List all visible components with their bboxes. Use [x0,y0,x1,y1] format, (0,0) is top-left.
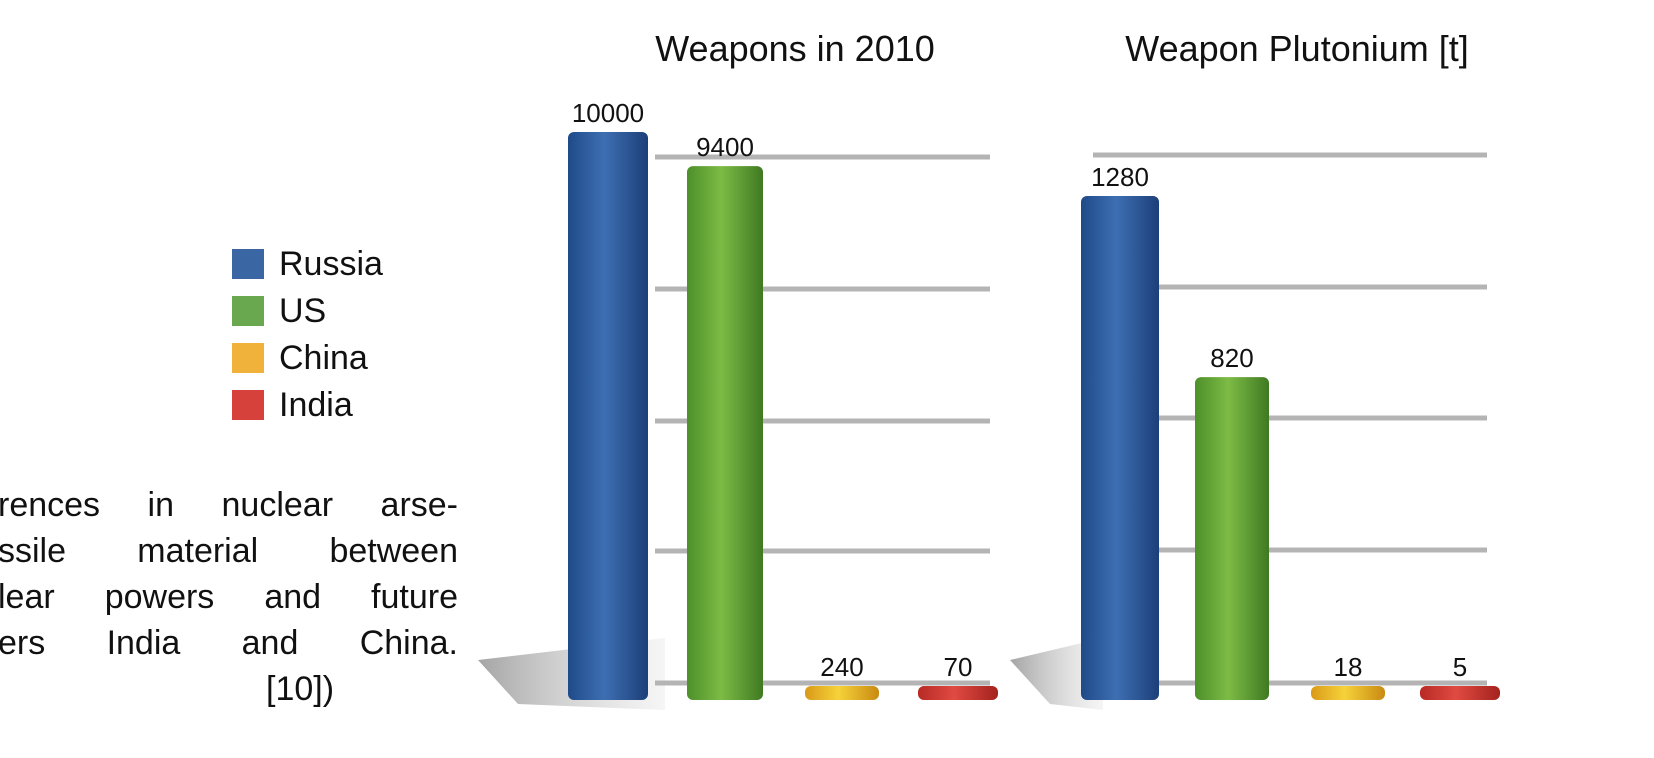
weapons-label-us: 9400 [696,132,754,162]
plutonium-bar-us [1195,377,1269,700]
plutonium-bar-russia [1081,196,1159,700]
legend-label: India [279,385,353,424]
weapons-bar-china [805,686,879,700]
plutonium-chart-title: Weapon Plutonium [t] [1125,28,1469,69]
legend-label: US [279,291,327,330]
weapons-chart: Weapons in 2010 10000 9400 240 70 [478,28,998,710]
plutonium-label-us: 820 [1210,343,1253,373]
caption-line: ers India and China. [0,624,458,662]
plutonium-chart-data-labels: 1280 820 18 5 [1091,162,1467,682]
plutonium-bar-india [1420,686,1500,700]
weapons-chart-bars [568,132,998,700]
legend-swatch [232,342,264,373]
weapons-bar-us [687,166,763,700]
weapons-chart-title: Weapons in 2010 [655,28,935,69]
caption-line: rences in nuclear arse- [0,486,458,524]
legend-item-russia: Russia [232,240,383,287]
caption-line: lear powers and future [0,578,458,616]
legend-swatch [232,389,264,420]
plutonium-label-china: 18 [1334,652,1363,682]
plutonium-chart: Weapon Plutonium [t] 1280 820 18 5 [1010,28,1500,710]
caption-line: ssile material between [0,532,458,570]
weapons-bar-india [918,686,998,700]
legend: Russia US China India [232,240,383,428]
weapons-bar-russia [568,132,648,700]
weapons-label-china: 240 [820,652,863,682]
plutonium-label-india: 5 [1453,652,1467,682]
legend-item-us: US [232,287,383,334]
legend-label: China [279,338,368,377]
legend-label: Russia [279,244,383,283]
plutonium-chart-bars [1081,196,1500,700]
legend-item-india: India [232,381,383,428]
weapons-label-india: 70 [944,652,973,682]
weapons-label-russia: 10000 [572,98,644,128]
legend-swatch [232,248,264,279]
plutonium-floor-shadow [1010,638,1103,710]
caption-line: [10]) [266,670,335,708]
weapons-chart-data-labels: 10000 9400 240 70 [572,98,973,682]
plutonium-label-russia: 1280 [1091,162,1149,192]
plutonium-bar-china [1311,686,1385,700]
figure-caption: rences in nuclear arse- ssile material b… [0,482,458,712]
legend-item-china: China [232,334,383,381]
legend-swatch [232,295,264,326]
